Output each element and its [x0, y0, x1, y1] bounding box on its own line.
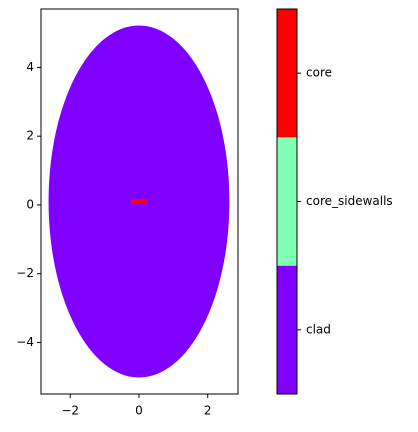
- colorbar-frame: [276, 8, 298, 395]
- x-tick-label: 2: [204, 404, 212, 418]
- colorbar-segment: [277, 137, 297, 266]
- colorbar-segment: [277, 9, 297, 138]
- y-tick-label: 4: [26, 60, 34, 74]
- x-tick-label: 0: [135, 404, 143, 418]
- plot-area: [48, 25, 230, 378]
- legend-label: core: [306, 66, 332, 80]
- colorbar-segment: [277, 265, 297, 394]
- y-tick-label: 2: [26, 129, 34, 143]
- legend-label: clad: [306, 322, 331, 336]
- colorbar: clad core_sidewalls core: [276, 8, 393, 395]
- y-tick-label: −4: [16, 335, 34, 349]
- y-tick-label: −2: [16, 266, 34, 280]
- region: [131, 199, 148, 204]
- x-tick-label: −2: [61, 404, 79, 418]
- axes-frame: [40, 8, 239, 395]
- y-tick-label: 0: [26, 197, 34, 211]
- legend-label: core_sidewalls: [306, 194, 393, 208]
